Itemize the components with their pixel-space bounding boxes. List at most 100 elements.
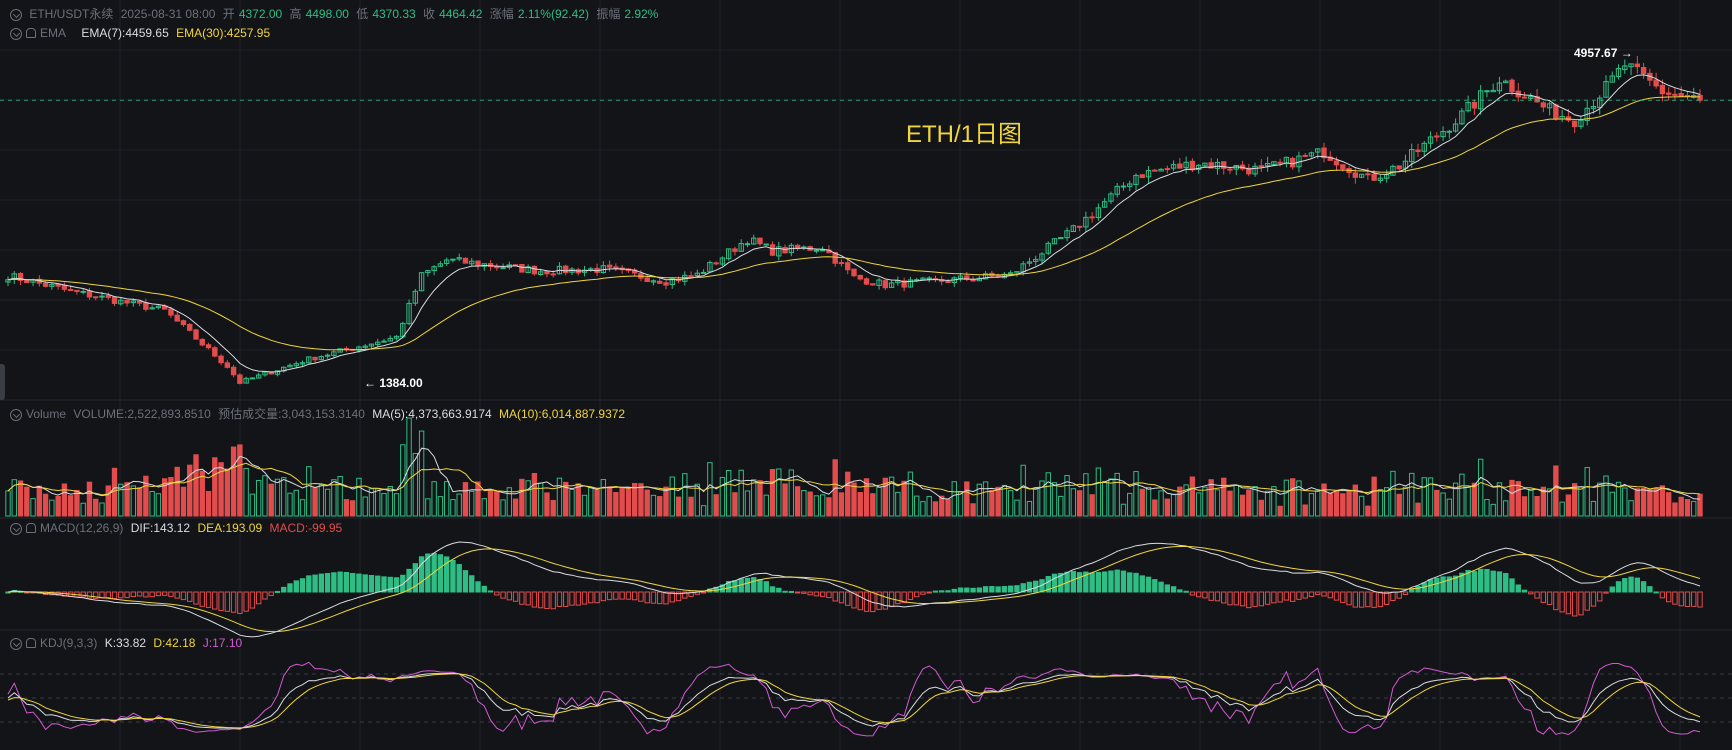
candle	[356, 346, 362, 351]
bell-icon[interactable]	[26, 523, 36, 533]
volume-bar	[1333, 490, 1340, 517]
collapse-icon[interactable]	[10, 28, 22, 40]
volume-bar	[168, 476, 174, 517]
macd-bar	[725, 581, 732, 593]
macd-bar	[757, 579, 763, 593]
volume-bar	[425, 498, 431, 517]
volume-bar	[143, 475, 149, 517]
candle	[1465, 102, 1471, 112]
candle	[1415, 149, 1421, 153]
volume-bar	[1020, 464, 1026, 517]
volume-bar	[1691, 500, 1697, 517]
volume-bar	[1571, 483, 1578, 517]
volume-bar	[1459, 473, 1465, 517]
macd-dea: DEA:193.09	[197, 521, 263, 535]
candle	[1571, 120, 1578, 128]
ema30-value: EMA(30):4257.95	[176, 26, 271, 40]
candle	[1214, 161, 1221, 169]
macd-bar	[212, 591, 218, 610]
volume-bar	[30, 498, 36, 517]
side-panel-handle[interactable]	[0, 364, 5, 400]
candle	[1195, 164, 1202, 170]
candle	[1014, 271, 1020, 274]
candle	[882, 280, 889, 289]
volume-bar	[888, 476, 895, 517]
high-value: 4498.00	[305, 7, 349, 21]
macd-bar	[1108, 570, 1114, 593]
macd-bar	[481, 585, 487, 593]
ema7-value: EMA(7):4459.65	[81, 26, 169, 40]
candle	[1145, 170, 1152, 178]
candle	[61, 284, 68, 290]
volume-bar	[86, 481, 93, 517]
volume-bar	[675, 496, 682, 517]
volume-bar	[61, 483, 68, 517]
bell-icon[interactable]	[26, 28, 36, 38]
macd-bar	[631, 591, 638, 601]
macd-bar	[118, 591, 124, 599]
volume-bar	[1452, 482, 1459, 517]
volume-bar	[1409, 472, 1415, 517]
macd-bar	[801, 591, 807, 594]
bell-icon[interactable]	[26, 638, 36, 648]
candle	[895, 280, 901, 284]
macd-bar	[161, 591, 168, 596]
kdj-k-line	[7, 672, 1701, 730]
volume-bar	[1164, 498, 1171, 517]
volume-bar	[368, 488, 375, 517]
macd-bar	[418, 556, 425, 593]
candle	[1665, 92, 1672, 95]
collapse-icon[interactable]	[10, 409, 22, 421]
macd-bar	[331, 572, 337, 593]
candle	[1183, 161, 1189, 169]
macd-bar	[1358, 591, 1365, 608]
volume-bar	[36, 485, 43, 517]
macd-bar	[1001, 586, 1008, 593]
macd-bar	[368, 574, 375, 593]
volume-bar	[99, 502, 105, 517]
volume-bar	[531, 472, 538, 517]
kdj-j-line	[7, 661, 1701, 737]
volume-bar	[1496, 482, 1503, 517]
macd-bar	[606, 591, 613, 601]
macd-bar	[1628, 576, 1634, 593]
macd-bar	[1365, 591, 1371, 608]
volume-bar	[982, 481, 989, 517]
macd-bar	[469, 575, 475, 593]
volume-bar	[707, 462, 713, 517]
volume-bar	[694, 483, 701, 517]
candle	[1246, 167, 1252, 175]
volume-bar	[1622, 487, 1628, 517]
volume-bar	[1672, 502, 1678, 517]
volume-bar	[155, 493, 162, 517]
macd-bar	[274, 590, 281, 593]
macd-bar	[193, 591, 199, 605]
volume-bar	[199, 470, 205, 517]
macd-bar	[851, 591, 857, 609]
volume-bar	[24, 486, 30, 517]
collapse-icon[interactable]	[10, 9, 22, 21]
macd-bar	[1296, 591, 1302, 600]
volume-bar	[462, 482, 469, 517]
kdj-k: K:33.82	[104, 636, 147, 650]
candle	[1365, 173, 1371, 176]
volume-bar	[1540, 486, 1547, 517]
volume-bar	[644, 489, 650, 517]
candle	[299, 362, 306, 365]
candle	[644, 277, 650, 283]
collapse-icon[interactable]	[10, 523, 22, 535]
macd-bar	[1252, 591, 1258, 608]
kdj-d: D:42.18	[153, 636, 196, 650]
candle	[187, 324, 193, 331]
collapse-icon[interactable]	[10, 638, 22, 650]
macd-bar	[964, 587, 970, 593]
volume-bar	[1315, 490, 1321, 517]
candle	[1640, 67, 1647, 75]
candle	[1333, 160, 1340, 166]
macd-bar	[111, 591, 118, 599]
volume-bar	[1659, 485, 1666, 517]
volume-bar	[1101, 481, 1108, 517]
candle	[136, 301, 143, 304]
volume-bar	[1340, 493, 1346, 517]
